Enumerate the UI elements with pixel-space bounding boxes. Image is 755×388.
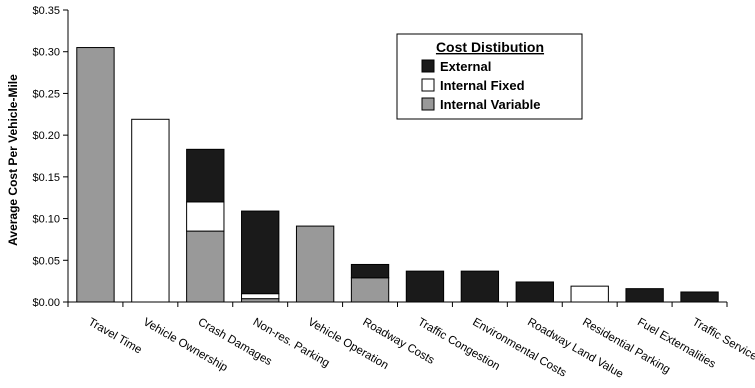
y-tick-label: $0.20 [32, 130, 60, 142]
legend-title: Cost Distibution [436, 39, 544, 55]
x-tick-label: Environmental Costs [470, 316, 568, 380]
bar-segment-external [241, 210, 280, 295]
bar-segment-internal-variable [295, 225, 335, 303]
y-tick-label: $0.05 [32, 255, 60, 267]
bar-segment-internal-variable [241, 298, 280, 303]
x-tick-label: Travel Time [86, 316, 144, 356]
y-axis-title: Average Cost Per Vehicle-Mile [6, 74, 20, 246]
bar-segment-external [515, 281, 554, 303]
legend-label: Internal Variable [440, 97, 540, 112]
bar-segment-internal-fixed [186, 201, 225, 232]
legend-swatch [421, 97, 435, 111]
legend-items: External Internal Fixed Internal Variable [421, 59, 540, 112]
y-tick-label: $0.25 [32, 88, 60, 100]
plot-area [76, 47, 719, 303]
y-tick-label: $0.15 [32, 172, 60, 184]
bar-segment-internal-variable [186, 230, 225, 303]
legend: Cost Distibution External Internal Fixed I… [396, 33, 583, 120]
bar-segment-internal-variable [350, 277, 390, 303]
y-tick-label: $0.35 [32, 5, 60, 17]
y-tick-label: $0.10 [32, 214, 60, 226]
bar-segment-internal-fixed [131, 118, 170, 303]
bar-segment-internal-variable [76, 47, 115, 303]
legend-swatch [421, 78, 435, 92]
bar-segment-external [405, 270, 445, 303]
y-tick-label: $0.00 [32, 297, 60, 309]
legend-label: Internal Fixed [440, 78, 525, 93]
bar-segment-internal-fixed [570, 285, 609, 303]
y-tick-label: $0.30 [32, 47, 60, 59]
bar-segment-external [625, 288, 664, 303]
x-tick-label: Roadway Land Value [525, 316, 625, 381]
bar-segment-external [680, 291, 719, 303]
legend-swatch [421, 59, 435, 73]
bar-segment-external [186, 148, 225, 203]
bar-segment-external [350, 263, 390, 279]
legend-label: External [440, 59, 491, 74]
y-axis: $0.00 $0.05 $0.10 $0.15 $0.20 $0.25 $0.30 $0.35 [32, 5, 69, 309]
bar-segment-internal-fixed [241, 293, 280, 300]
bar-segment-external [460, 270, 500, 303]
